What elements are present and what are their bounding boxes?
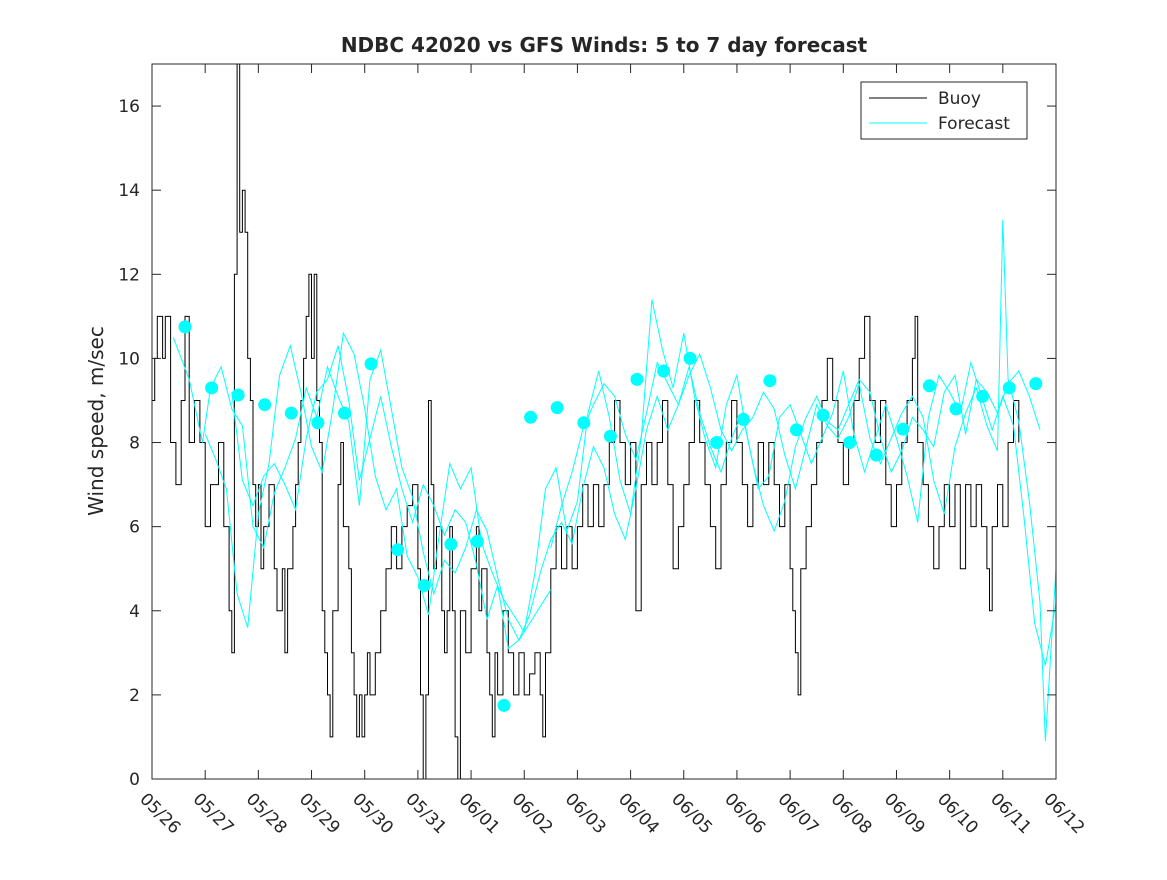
plot-area: [152, 63, 1057, 780]
forecast-marker-31: [976, 389, 990, 403]
forecast-marker-28: [896, 422, 910, 436]
forecast-marker-14: [524, 410, 538, 424]
buoy-series-line: [152, 63, 1020, 780]
forecast-marker-2: [205, 381, 219, 395]
y-tick-label-16: 16: [118, 97, 140, 117]
forecast-series-line-4: [231, 345, 1041, 650]
forecast-marker-4: [258, 398, 272, 412]
forecast-series-line-1: [172, 337, 552, 642]
legend: Buoy Forecast: [860, 81, 1028, 140]
forecast-marker-29: [922, 379, 936, 393]
forecast-marker-9: [391, 543, 405, 557]
forecast-marker-19: [657, 364, 671, 378]
forecast-marker-33: [1029, 377, 1043, 391]
forecast-marker-15: [550, 401, 564, 415]
forecast-marker-13: [497, 698, 511, 712]
forecast-marker-16: [577, 416, 591, 430]
y-tick-label-4: 4: [129, 602, 140, 622]
axes-frame: [151, 63, 1057, 780]
forecast-marker-26: [843, 436, 857, 449]
forecast-marker-21: [710, 436, 724, 449]
forecast-marker-5: [284, 406, 298, 420]
forecast-marker-22: [736, 412, 750, 426]
forecast-series-line-2: [550, 219, 1057, 742]
legend-label-forecast: Forecast: [938, 114, 1010, 134]
forecast-marker-25: [816, 408, 830, 422]
y-axis: 0 2 4 6 8 10 12 14 16: [118, 97, 1056, 790]
y-tick-label-0: 0: [129, 770, 140, 790]
y-tick-label-10: 10: [118, 349, 140, 369]
forecast-marker-18: [630, 372, 644, 386]
legend-label-buoy: Buoy: [938, 89, 981, 109]
forecast-marker-23: [763, 374, 777, 388]
forecast-marker-24: [790, 423, 803, 437]
y-tick-label-6: 6: [129, 518, 140, 538]
forecast-marker-11: [444, 537, 458, 551]
forecast-marker-7: [338, 406, 351, 420]
forecast-marker-27: [869, 448, 883, 462]
forecast-marker-12: [470, 534, 484, 548]
y-tick-label-8: 8: [129, 434, 140, 454]
forecast-marker-6: [311, 416, 325, 430]
chart-title: NDBC 42020 vs GFS Winds: 5 to 7 day fore…: [341, 33, 868, 57]
legend-box: [860, 81, 1028, 140]
forecast-marker-17: [603, 429, 617, 443]
y-axis-label: Wind speed, m/sec: [84, 326, 108, 516]
y-tick-label-12: 12: [118, 265, 140, 285]
y-tick-label-2: 2: [129, 686, 140, 706]
forecast-marker-1: [178, 320, 192, 334]
forecast-marker-3: [231, 388, 245, 402]
forecast-marker-30: [949, 402, 963, 416]
forecast-marker-20: [683, 351, 697, 365]
forecast-marker-8: [364, 357, 378, 371]
y-tick-label-14: 14: [118, 181, 140, 201]
forecast-marker-32: [1002, 381, 1016, 395]
forecast-marker-10: [417, 579, 431, 592]
